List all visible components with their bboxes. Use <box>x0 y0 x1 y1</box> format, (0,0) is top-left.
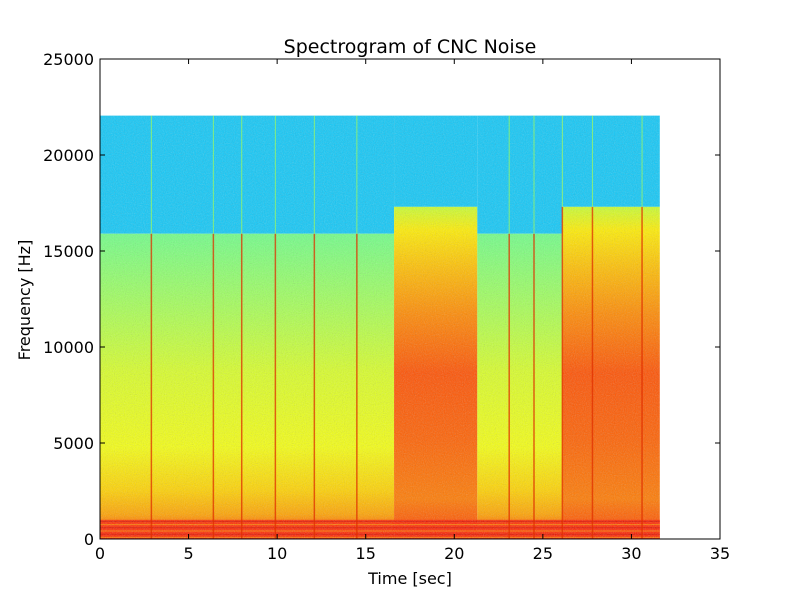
x-tick-label: 5 <box>183 544 193 563</box>
x-tick-label: 30 <box>621 544 641 563</box>
spectrogram-noise-texture <box>100 115 660 539</box>
y-tick-label: 15000 <box>43 242 94 261</box>
chart-title: Spectrogram of CNC Noise <box>284 36 537 58</box>
x-tick-label: 35 <box>710 544 730 563</box>
y-axis: 0 5000 10000 15000 20000 25000 <box>43 50 720 549</box>
x-tick-label: 15 <box>356 544 376 563</box>
x-tick-label: 0 <box>95 544 105 563</box>
x-tick-label: 25 <box>533 544 553 563</box>
y-tick-label: 25000 <box>43 50 94 69</box>
y-tick-label: 20000 <box>43 146 94 165</box>
plot-frame <box>99 58 721 540</box>
y-axis-title: Frequency [Hz] <box>15 240 34 361</box>
transient-lines <box>150 115 643 539</box>
y-tick-label: 0 <box>84 530 94 549</box>
x-tick-label: 20 <box>444 544 464 563</box>
y-tick-label: 10000 <box>43 338 94 357</box>
x-axis-title: Time [sec] <box>367 569 452 588</box>
x-tick-label: 10 <box>267 544 287 563</box>
noise-overlay <box>100 115 660 539</box>
y-tick-label: 5000 <box>53 434 94 453</box>
x-axis: 0 5 10 15 20 25 30 35 <box>95 59 730 563</box>
